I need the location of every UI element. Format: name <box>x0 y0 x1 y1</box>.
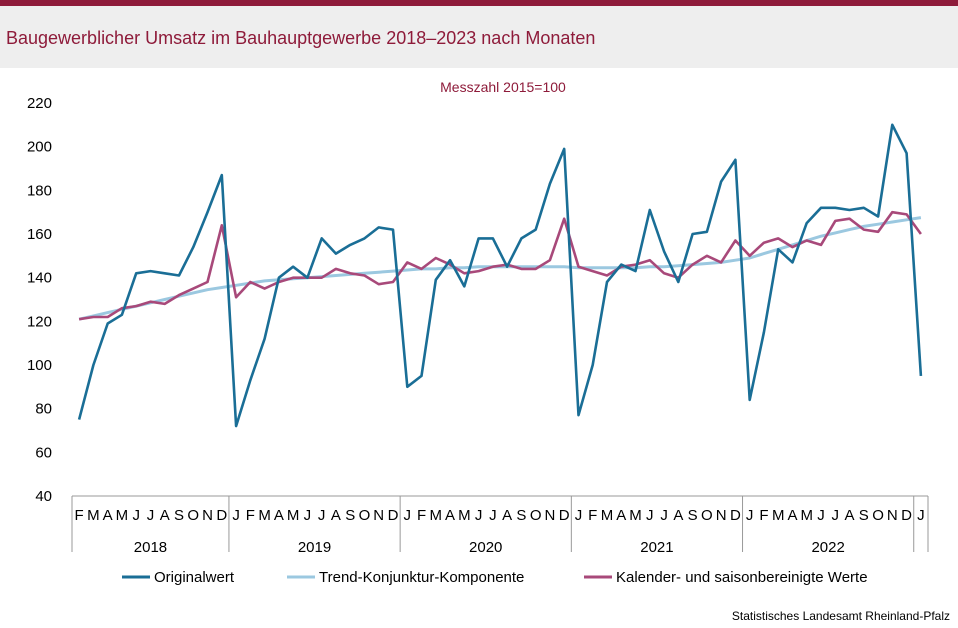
x-tick-label: F <box>759 507 768 524</box>
legend-label: Kalender- und saisonbereinigte Werte <box>616 569 868 586</box>
x-tick-label: M <box>458 507 471 524</box>
x-tick-label: J <box>917 507 925 524</box>
x-tick-label: M <box>629 507 642 524</box>
year-label: 2020 <box>469 539 502 556</box>
x-tick-label: A <box>160 507 170 524</box>
y-tick-label: 200 <box>27 139 52 156</box>
x-tick-label: S <box>688 507 698 524</box>
x-tick-label: O <box>530 507 542 524</box>
x-tick-label: M <box>772 507 785 524</box>
y-tick-label: 40 <box>35 488 52 505</box>
y-tick-label: 60 <box>35 444 52 461</box>
x-tick-label: J <box>475 507 483 524</box>
year-label: 2019 <box>298 539 331 556</box>
x-tick-label: D <box>559 507 570 524</box>
x-tick-label: F <box>588 507 597 524</box>
x-tick-label: M <box>287 507 300 524</box>
legend-label: Originalwert <box>154 569 235 586</box>
x-tick-label: O <box>187 507 199 524</box>
x-tick-label: M <box>87 507 100 524</box>
x-tick-label: S <box>859 507 869 524</box>
x-tick-label: J <box>646 507 654 524</box>
y-tick-label: 120 <box>27 313 52 330</box>
x-tick-label: A <box>787 507 797 524</box>
x-tick-label: J <box>817 507 825 524</box>
x-tick-label: M <box>601 507 614 524</box>
x-tick-label: F <box>75 507 84 524</box>
year-label: 2022 <box>811 539 844 556</box>
x-tick-label: A <box>845 507 855 524</box>
y-tick-label: 100 <box>27 357 52 374</box>
x-tick-label: F <box>246 507 255 524</box>
x-tick-label: A <box>331 507 341 524</box>
x-tick-label: A <box>103 507 113 524</box>
series-lines <box>77 123 923 428</box>
year-label: 2018 <box>134 539 167 556</box>
x-tick-label: J <box>746 507 754 524</box>
y-axis-labels: 40 60 80 100 120 140 160 180 200 220 <box>27 95 52 505</box>
legend-label: Trend-Konjunktur-Komponente <box>319 569 524 586</box>
x-tick-label: S <box>345 507 355 524</box>
x-tick-label: N <box>545 507 556 524</box>
x-tick-label: J <box>147 507 155 524</box>
x-tick-label: D <box>388 507 399 524</box>
x-tick-label: J <box>489 507 497 524</box>
y-tick-label: 140 <box>27 270 52 287</box>
y-tick-label: 220 <box>27 95 52 112</box>
title-band: Baugewerblicher Umsatz im Bauhauptgewerb… <box>0 6 958 68</box>
series-line-original <box>77 123 923 428</box>
top-accent-bar <box>0 0 958 6</box>
x-tick-label: F <box>417 507 426 524</box>
x-tick-label: J <box>404 507 412 524</box>
y-tick-label: 160 <box>27 226 52 243</box>
x-tick-label: J <box>575 507 583 524</box>
legend: Originalwert Trend-Konjunktur-Komponente K… <box>122 569 868 586</box>
x-tick-label: A <box>673 507 683 524</box>
x-tick-label: O <box>872 507 884 524</box>
x-tick-label: A <box>502 507 512 524</box>
x-tick-label: D <box>216 507 227 524</box>
year-label: 2021 <box>640 539 673 556</box>
series-line-trend <box>78 216 922 321</box>
x-tick-label: S <box>174 507 184 524</box>
chart-subtitle: Messzahl 2015=100 <box>440 79 566 95</box>
x-tick-label: A <box>616 507 626 524</box>
x-tick-label: J <box>132 507 140 524</box>
x-tick-label: M <box>430 507 443 524</box>
x-tick-label: M <box>116 507 129 524</box>
source-note: Statistisches Landesamt Rheinland-Pfalz <box>731 609 950 623</box>
x-tick-label: S <box>516 507 526 524</box>
x-tick-label: J <box>232 507 240 524</box>
x-tick-label: D <box>901 507 912 524</box>
x-tick-label: M <box>258 507 271 524</box>
x-tick-label: J <box>832 507 840 524</box>
x-tick-label: O <box>701 507 713 524</box>
chart-area: Messzahl 2015=100 40 60 80 100 120 140 160 180 2… <box>0 68 958 628</box>
x-tick-label: N <box>887 507 898 524</box>
x-tick-label: J <box>304 507 312 524</box>
y-tick-label: 180 <box>27 182 52 199</box>
chart-title: Baugewerblicher Umsatz im Bauhauptgewerb… <box>6 28 596 48</box>
x-tick-label: D <box>730 507 741 524</box>
x-tick-label: M <box>800 507 813 524</box>
x-tick-label: J <box>318 507 326 524</box>
x-tick-label: N <box>202 507 213 524</box>
x-tick-label: O <box>359 507 371 524</box>
x-tick-label: A <box>445 507 455 524</box>
x-tick-label: J <box>660 507 668 524</box>
y-tick-label: 80 <box>35 401 52 418</box>
series-line-adjusted <box>78 210 922 321</box>
x-tick-label: N <box>716 507 727 524</box>
x-tick-label: N <box>373 507 384 524</box>
x-tick-label: A <box>274 507 284 524</box>
line-chart: Messzahl 2015=100 40 60 80 100 120 140 160 180 2… <box>27 79 929 586</box>
